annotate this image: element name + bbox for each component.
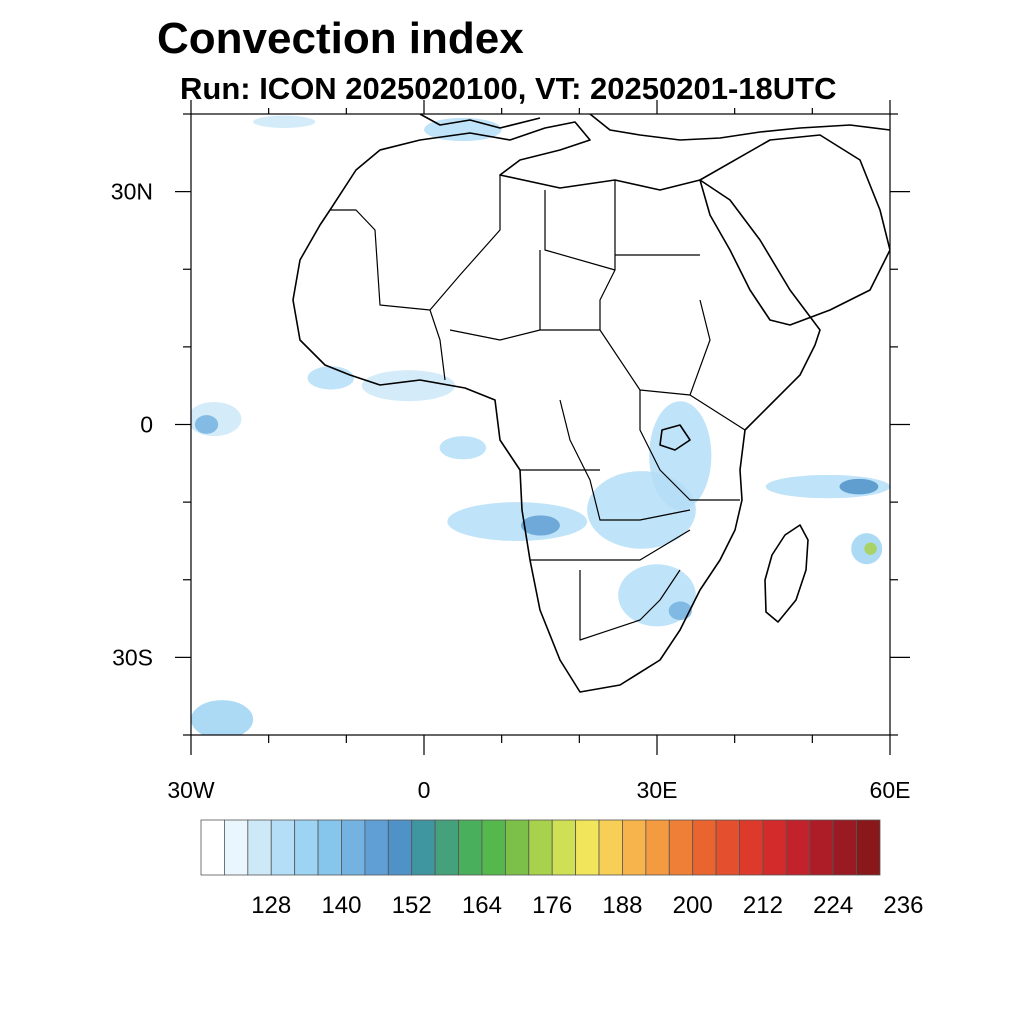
colorbar-labels: 128 140 152 164 176 188 200 212 224 236: [251, 892, 923, 919]
africa-coastline: [292, 121, 821, 693]
lake-victoria: [659, 424, 691, 451]
convection-area: [668, 601, 692, 621]
map-title: Convection index: [157, 14, 524, 63]
arabia-coastline: [699, 134, 890, 326]
colorbar-swatch: [434, 819, 459, 876]
colorbar-swatch: [458, 819, 483, 876]
colorbar-swatch: [317, 819, 342, 876]
lat-tick-label: 0: [140, 412, 153, 438]
convection-area: [839, 478, 879, 495]
colorbar-swatch: [598, 819, 623, 876]
colorbar-swatch: [364, 819, 389, 876]
colorbar-swatch: [411, 819, 436, 876]
lon-tick-label: 60E: [870, 777, 911, 803]
colorbar-swatch: [856, 819, 881, 876]
madagascar-coastline: [764, 524, 809, 623]
colorbar-label: 176: [532, 892, 572, 919]
colorbar-swatch: [785, 819, 811, 876]
colorbar-label: 200: [673, 892, 713, 919]
colorbar-swatch: [481, 819, 506, 876]
country-borders: [330, 175, 746, 641]
convection-area: [864, 542, 877, 555]
map-subtitle: Run: ICON 2025020100, VT: 20250201-18UTC: [180, 71, 837, 106]
colorbar-swatch: [504, 819, 530, 876]
colorbar-swatch: [739, 819, 764, 876]
convection-area: [521, 515, 560, 536]
colorbar-swatch: [200, 819, 225, 876]
colorbar-swatch: [622, 819, 647, 876]
convection-area: [439, 436, 487, 460]
convection-area: [194, 415, 219, 434]
colorbar-swatch: [528, 819, 553, 876]
convection-area: [253, 115, 316, 128]
convection-shading: [191, 115, 890, 735]
lon-tick-label: 30W: [167, 777, 215, 803]
colorbar-swatch: [715, 819, 740, 876]
colorbar-swatch: [270, 819, 296, 876]
colorbar-label: 128: [251, 892, 291, 919]
lat-tick-label: 30S: [112, 644, 153, 670]
colorbar-swatch: [387, 819, 413, 876]
europe-coastline: [419, 114, 890, 141]
convection-area: [191, 700, 254, 735]
convection-area: [307, 366, 355, 390]
axis-tick-labels: 30N 0 30S 30W 0 30E 60E: [111, 179, 911, 803]
convection-area: [447, 502, 588, 541]
colorbar-swatch: [809, 819, 834, 876]
colorbar-swatch: [762, 819, 787, 876]
colorbar-swatch: [551, 819, 577, 876]
convection-area: [649, 401, 712, 510]
colorbar-swatch: [832, 819, 857, 876]
colorbar-label: 140: [321, 892, 361, 919]
lon-tick-label: 0: [418, 777, 431, 803]
colorbar-label: 164: [462, 892, 502, 919]
colorbar-swatch: [224, 819, 249, 876]
colorbar-swatch: [668, 819, 694, 876]
colorbar-swatch: [341, 819, 366, 876]
coastlines: [292, 114, 890, 693]
colorbar-swatch: [294, 819, 319, 876]
colorbar-label: 236: [883, 892, 923, 919]
colorbar-label: 212: [743, 892, 783, 919]
colorbar-swatch: [247, 819, 272, 876]
colorbar-swatch: [575, 819, 600, 876]
colorbar-label: 152: [392, 892, 432, 919]
convection-area: [361, 370, 456, 402]
lon-tick-label: 30E: [637, 777, 678, 803]
colorbar-label: 188: [602, 892, 642, 919]
map-frame: [190, 113, 891, 736]
axis-ticks: [175, 100, 910, 755]
colorbar-swatch: [692, 819, 717, 876]
colorbar: [200, 819, 881, 876]
lat-tick-label: 30N: [111, 179, 153, 205]
colorbar-label: 224: [813, 892, 853, 919]
colorbar-swatch: [645, 819, 670, 876]
